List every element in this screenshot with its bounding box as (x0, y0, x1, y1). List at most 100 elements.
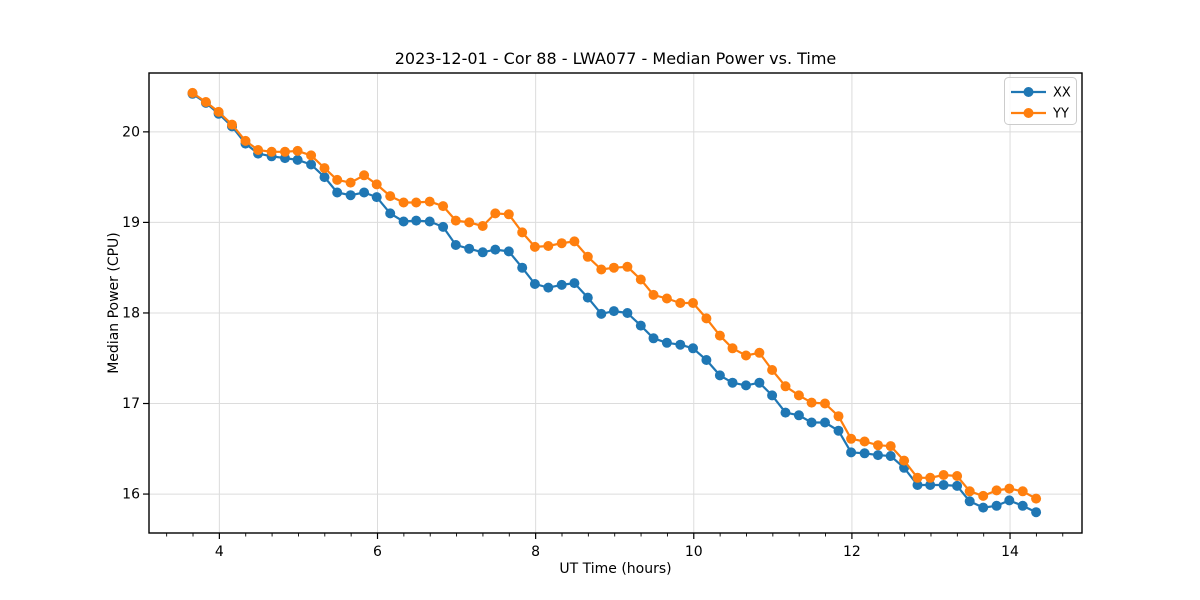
data-point (359, 187, 370, 198)
data-point (622, 308, 633, 318)
data-point (319, 172, 330, 183)
data-point (450, 240, 461, 250)
gridlines (149, 73, 1082, 533)
data-point (438, 221, 449, 232)
legend: XX YY (1004, 77, 1077, 125)
data-point (648, 333, 659, 344)
series-yy (187, 87, 1042, 504)
data-point (332, 174, 343, 185)
data-point (714, 370, 725, 381)
data-point (688, 298, 698, 308)
data-point (793, 410, 804, 421)
data-point (569, 236, 580, 247)
data-point (464, 243, 475, 254)
data-point (938, 470, 949, 480)
data-point (345, 190, 356, 201)
data-point (556, 279, 567, 290)
data-point (675, 339, 686, 350)
data-point (1004, 483, 1015, 494)
legend-label-yy: YY (1052, 107, 1069, 122)
data-point (701, 355, 712, 365)
data-point (754, 377, 765, 388)
data-point (925, 472, 936, 483)
data-point (820, 417, 830, 428)
data-point (596, 264, 607, 275)
data-point (292, 154, 303, 165)
x-axis-label: UT Time (hours) (559, 561, 672, 577)
data-point (714, 330, 725, 341)
data-point (1004, 495, 1015, 506)
data-point (517, 227, 528, 238)
data-point (978, 502, 989, 513)
svg-text:18: 18 (122, 305, 140, 321)
svg-text:20: 20 (122, 124, 140, 140)
data-point (780, 407, 791, 418)
data-point (490, 208, 501, 219)
data-point (582, 292, 593, 303)
data-point (608, 306, 619, 317)
data-point (833, 411, 844, 422)
legend-marker-yy (1023, 108, 1034, 118)
data-point (292, 145, 303, 156)
y-tick-labels: 16 17 18 19 20 (122, 124, 140, 502)
data-point (240, 135, 251, 146)
data-point (490, 244, 501, 255)
data-point (200, 97, 211, 107)
data-point (991, 500, 1002, 511)
data-point (675, 298, 686, 308)
data-point (345, 177, 356, 188)
data-point (846, 433, 857, 444)
data-point (411, 197, 422, 208)
data-point (385, 208, 396, 219)
data-point (187, 87, 198, 98)
svg-text:4: 4 (215, 544, 224, 560)
data-point (385, 191, 396, 202)
data-point (622, 261, 633, 272)
data-point (912, 480, 923, 490)
svg-text:10: 10 (685, 544, 703, 560)
data-point (371, 179, 382, 190)
data-point (543, 241, 554, 251)
data-point (635, 274, 646, 285)
data-point (806, 397, 817, 408)
data-point (952, 471, 963, 481)
data-point (319, 163, 330, 174)
data-point (793, 390, 804, 401)
data-point (1017, 500, 1028, 511)
data-point (398, 197, 409, 208)
data-point (266, 146, 277, 157)
data-point (661, 293, 672, 304)
data-point (978, 490, 989, 501)
data-point (780, 381, 791, 392)
data-point (991, 485, 1002, 496)
svg-text:8: 8 (531, 544, 540, 560)
data-point (701, 313, 712, 324)
svg-text:14: 14 (1001, 544, 1019, 560)
data-point (727, 343, 738, 354)
data-point (424, 196, 435, 207)
data-point (846, 447, 857, 458)
data-point (213, 106, 224, 117)
data-point (754, 347, 765, 358)
data-point (767, 365, 778, 375)
legend-label-xx: XX (1053, 86, 1071, 101)
data-point (477, 221, 488, 231)
data-point (529, 241, 540, 252)
data-point (306, 159, 317, 170)
data-point (596, 308, 607, 319)
data-point (1031, 493, 1042, 504)
x-tick-labels: 4 6 8 10 12 14 (215, 544, 1019, 560)
data-point (648, 289, 659, 300)
data-point (332, 187, 343, 198)
data-point (529, 279, 540, 289)
data-point (253, 145, 264, 155)
data-point (635, 320, 646, 331)
data-point (806, 417, 817, 428)
data-point (582, 251, 593, 262)
data-point (661, 337, 672, 348)
data-point (359, 170, 370, 181)
series-xx (187, 88, 1042, 518)
data-point (859, 436, 870, 447)
